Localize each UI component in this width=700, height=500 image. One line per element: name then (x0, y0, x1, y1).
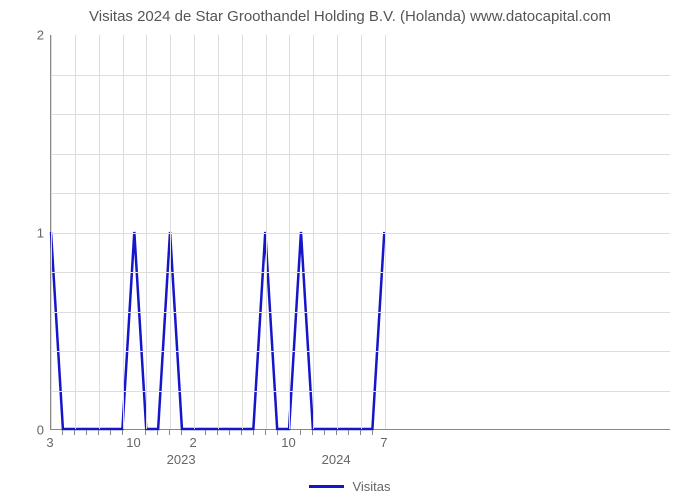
x-minor-tick (253, 430, 254, 435)
x-year-label: 2023 (167, 452, 196, 467)
x-minor-tick (122, 430, 123, 435)
grid-line-vertical (146, 35, 147, 429)
grid-line-vertical (361, 35, 362, 429)
grid-line-vertical (266, 35, 267, 429)
x-minor-tick (74, 430, 75, 435)
x-tick-label: 2 (189, 435, 196, 450)
x-minor-tick (169, 430, 170, 435)
grid-line-vertical (289, 35, 290, 429)
x-tick-label: 10 (126, 435, 140, 450)
x-minor-tick (217, 430, 218, 435)
x-minor-tick (62, 430, 63, 435)
grid-line-vertical (75, 35, 76, 429)
x-minor-tick (300, 430, 301, 435)
y-tick-label: 0 (37, 423, 44, 438)
x-minor-tick (157, 430, 158, 435)
x-tick-label: 7 (380, 435, 387, 450)
x-minor-tick (277, 430, 278, 435)
x-minor-tick (312, 430, 313, 435)
x-minor-tick (348, 430, 349, 435)
x-minor-tick (110, 430, 111, 435)
grid-line-vertical (170, 35, 171, 429)
legend-swatch (309, 485, 344, 488)
legend: Visitas (0, 479, 700, 494)
x-tick-label: 3 (46, 435, 53, 450)
grid-line-vertical (337, 35, 338, 429)
x-minor-tick (181, 430, 182, 435)
x-minor-tick (336, 430, 337, 435)
plot-area (50, 35, 670, 430)
x-minor-tick (360, 430, 361, 435)
grid-line-vertical (313, 35, 314, 429)
x-tick-label: 10 (281, 435, 295, 450)
x-minor-tick (265, 430, 266, 435)
y-tick-label: 2 (37, 28, 44, 43)
grid-line-vertical (51, 35, 52, 429)
x-minor-tick (205, 430, 206, 435)
chart-container: Visitas 2024 de Star Groothandel Holding… (0, 0, 700, 500)
x-minor-tick (372, 430, 373, 435)
x-minor-tick (241, 430, 242, 435)
x-minor-tick (324, 430, 325, 435)
grid-line-vertical (218, 35, 219, 429)
y-tick-label: 1 (37, 225, 44, 240)
x-minor-tick (229, 430, 230, 435)
grid-line-vertical (194, 35, 195, 429)
grid-line-vertical (385, 35, 386, 429)
grid-line-vertical (123, 35, 124, 429)
grid-line-vertical (99, 35, 100, 429)
x-year-label: 2024 (322, 452, 351, 467)
x-minor-tick (86, 430, 87, 435)
legend-label: Visitas (352, 479, 390, 494)
x-minor-tick (98, 430, 99, 435)
grid-line-vertical (242, 35, 243, 429)
chart-title: Visitas 2024 de Star Groothandel Holding… (0, 8, 700, 25)
x-minor-tick (145, 430, 146, 435)
